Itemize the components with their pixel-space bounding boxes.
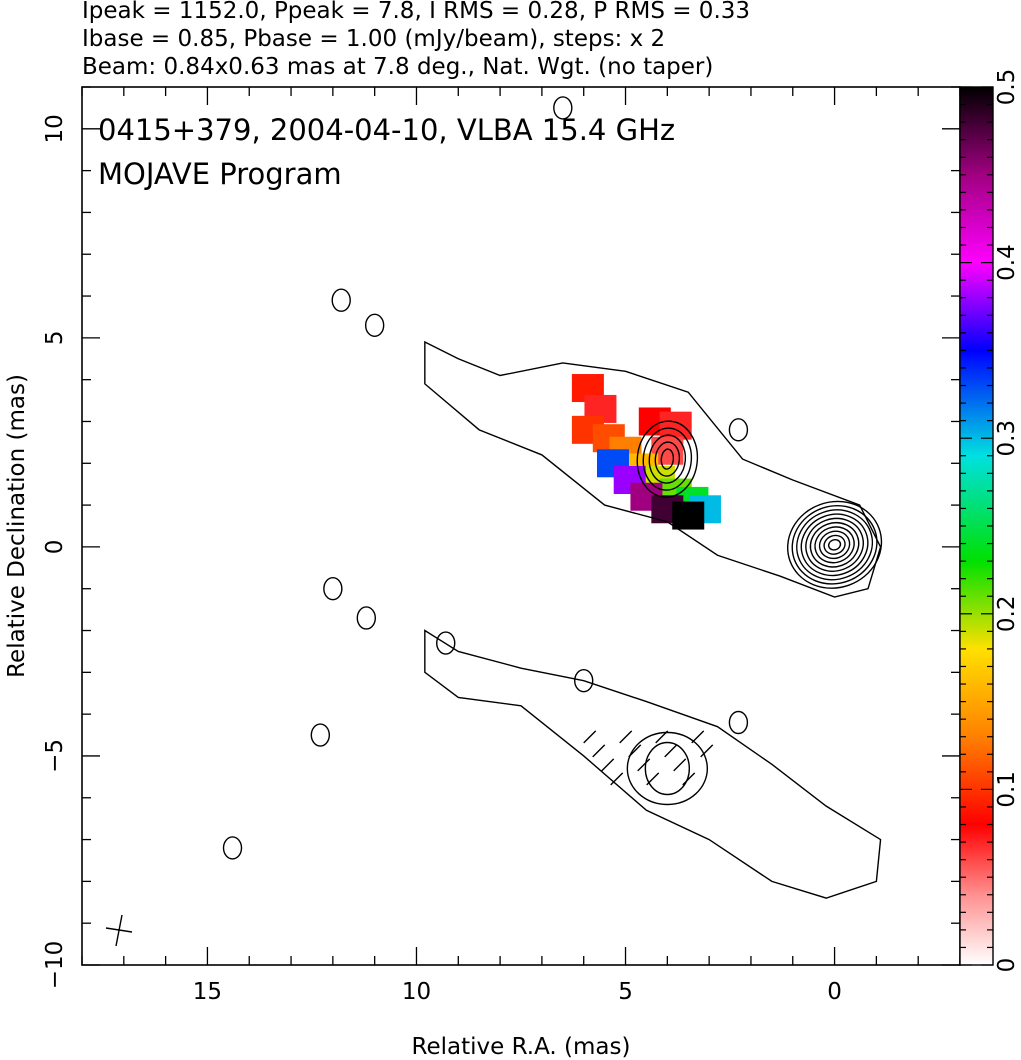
contour-core <box>827 538 842 551</box>
contour-knot <box>648 434 687 484</box>
y-tick-label: 0 <box>42 540 68 555</box>
pol-vector <box>646 772 660 786</box>
header-line-1: Ipeak = 1152.0, Ppeak = 7.8, I RMS = 0.2… <box>82 0 750 24</box>
contour-island <box>323 577 343 601</box>
contour-jet-outer <box>424 340 882 598</box>
tick-labels: 15 10 5 0 10 5 0 −5 −10 <box>42 114 842 1005</box>
colorbar-tick-label: 0.3 <box>994 420 1020 457</box>
contour-island <box>222 836 243 860</box>
x-tick-label: 5 <box>618 979 633 1005</box>
pol-vector <box>682 772 696 786</box>
colorbar-tick-labels: 0 0.1 0.2 0.3 0.4 0.5 <box>994 69 1020 973</box>
colorbar-tick-label: 0.2 <box>994 596 1020 633</box>
colorbar-tick-label: 0.5 <box>994 69 1020 106</box>
contour-core <box>800 513 869 577</box>
colorbar-tick-label: 0.1 <box>994 771 1020 808</box>
contour-pol-knot <box>644 741 691 796</box>
y-tick-label: 10 <box>42 114 68 143</box>
contour-island <box>728 710 749 735</box>
contour-island <box>356 606 377 630</box>
map-subtitle: MOJAVE Program <box>98 157 342 191</box>
contour-pol-outer <box>424 629 882 899</box>
x-tick-label: 0 <box>827 979 842 1005</box>
contour-core <box>796 509 874 581</box>
contour-core <box>805 517 864 572</box>
header-line-2: Ibase = 0.85, Pbase = 1.00 (mJy/beam), s… <box>82 26 665 52</box>
contour-core <box>823 534 846 555</box>
contour-core <box>786 500 883 589</box>
contour-island <box>364 313 385 338</box>
pol-vector <box>628 744 642 758</box>
x-axis-label: Relative R.A. (mas) <box>412 1034 631 1060</box>
polarization-pixels <box>571 374 721 530</box>
contour-group <box>222 96 883 899</box>
pol-vector <box>583 730 597 744</box>
y-axis-label: Relative Declination (mas) <box>4 374 30 678</box>
pol-vector <box>700 744 714 758</box>
polarization-pixel <box>672 501 705 530</box>
contour-pol-knot <box>626 731 709 806</box>
pol-vector <box>637 758 651 772</box>
map-title: 0415+379, 2004-04-10, VLBA 15.4 GHz <box>98 113 675 147</box>
pol-vector <box>673 758 687 772</box>
beam-marker <box>105 914 133 947</box>
pol-vector <box>691 730 705 744</box>
contour-island <box>331 288 351 312</box>
contour-island <box>574 668 594 693</box>
contour-core <box>814 526 855 564</box>
colorbar-tick-label: 0 <box>994 958 1020 973</box>
contour-island <box>553 96 573 120</box>
pol-vector <box>664 744 678 758</box>
pol-vector <box>601 758 615 772</box>
y-tick-label: 5 <box>42 331 68 346</box>
contour-island <box>436 631 456 655</box>
contour-knot <box>660 448 675 470</box>
contour-island <box>728 418 749 442</box>
x-tick-label: 15 <box>193 979 222 1005</box>
contour-core <box>791 504 878 585</box>
contour-knot <box>654 441 681 477</box>
contour-core <box>809 521 860 568</box>
pol-vector <box>619 730 633 744</box>
contour-island <box>310 723 331 747</box>
contour-knot <box>636 420 699 498</box>
pol-vector <box>592 744 606 758</box>
contour-knot <box>642 427 693 491</box>
x-tick-label: 10 <box>402 979 431 1005</box>
plot-frame <box>81 86 961 966</box>
pol-vector <box>655 730 669 744</box>
colorbar-tick-label: 0.4 <box>994 244 1020 281</box>
y-tick-label: −10 <box>42 941 68 990</box>
pol-vector <box>610 772 624 786</box>
y-tick-label: −5 <box>42 739 68 773</box>
tick-marks <box>81 86 961 966</box>
colorbar-ticks <box>960 86 993 966</box>
header-line-3: Beam: 0.84x0.63 mas at 7.8 deg., Nat. Wg… <box>82 54 713 80</box>
contour-core <box>818 530 851 560</box>
